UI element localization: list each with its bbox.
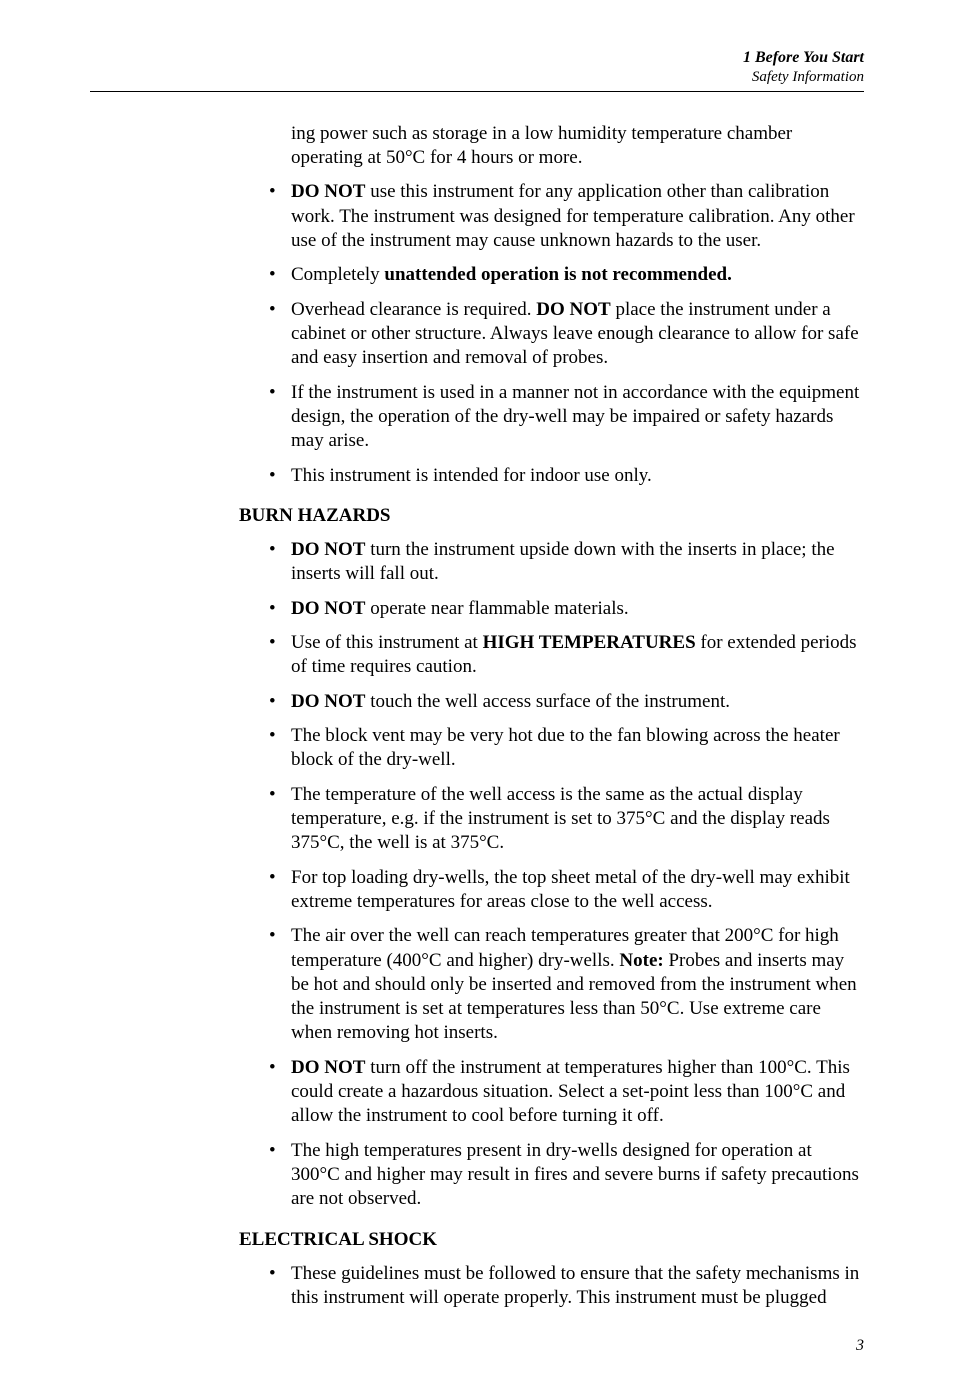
list-item: This instrument is intended for indoor u… — [265, 464, 864, 488]
list-item: Completely unattended operation is not r… — [265, 263, 864, 287]
list-item: The high temperatures present in dry-wel… — [265, 1139, 864, 1212]
list-item-text: DO NOT touch the well access surface of … — [291, 691, 730, 712]
body-content: ing power such as storage in a low humid… — [90, 122, 864, 1311]
list-item-text: The block vent may be very hot due to th… — [291, 725, 840, 770]
list-item-text: Use of this instrument at HIGH TEMPERATU… — [291, 632, 857, 677]
list-item-text: For top loading dry-wells, the top sheet… — [291, 867, 850, 912]
running-head-chapter: 1 Before You Start — [90, 48, 864, 68]
list-item: DO NOT turn off the instrument at temper… — [265, 1056, 864, 1129]
list-item-text: ing power such as storage in a low humid… — [291, 123, 792, 168]
list-item: The block vent may be very hot due to th… — [265, 724, 864, 773]
running-head-section: Safety Information — [90, 68, 864, 87]
list-item: If the instrument is used in a manner no… — [265, 381, 864, 454]
list-item-text: DO NOT turn off the instrument at temper… — [291, 1057, 850, 1127]
burn-hazards-heading: BURN HAZARDS — [239, 504, 864, 528]
list-item-text: Completely unattended operation is not r… — [291, 264, 732, 285]
general-list: ing power such as storage in a low humid… — [265, 122, 864, 488]
list-item-text: DO NOT use this instrument for any appli… — [291, 181, 855, 251]
burn-list: DO NOT turn the instrument upside down w… — [265, 538, 864, 1212]
list-item: DO NOT use this instrument for any appli… — [265, 180, 864, 253]
list-item: Overhead clearance is required. DO NOT p… — [265, 298, 864, 371]
list-item-text: DO NOT operate near flammable materials. — [291, 598, 629, 619]
list-item: DO NOT touch the well access surface of … — [265, 690, 864, 714]
list-item: DO NOT turn the instrument upside down w… — [265, 538, 864, 587]
running-head: 1 Before You Start Safety Information — [90, 48, 864, 92]
electrical-list: These guidelines must be followed to ens… — [265, 1262, 864, 1311]
page-number: 3 — [90, 1337, 864, 1355]
list-item-text: DO NOT turn the instrument upside down w… — [291, 539, 835, 584]
list-item-text: Overhead clearance is required. DO NOT p… — [291, 299, 859, 369]
list-item: These guidelines must be followed to ens… — [265, 1262, 864, 1311]
list-item: The temperature of the well access is th… — [265, 783, 864, 856]
list-item-text: The temperature of the well access is th… — [291, 784, 830, 854]
list-item: DO NOT operate near flammable materials. — [265, 597, 864, 621]
electrical-shock-heading: ELECTRICAL SHOCK — [239, 1228, 864, 1252]
list-item: ing power such as storage in a low humid… — [265, 122, 864, 171]
list-item: The air over the well can reach temperat… — [265, 924, 864, 1046]
list-item: For top loading dry-wells, the top sheet… — [265, 866, 864, 915]
list-item-text: The high temperatures present in dry-wel… — [291, 1140, 859, 1210]
list-item: Use of this instrument at HIGH TEMPERATU… — [265, 631, 864, 680]
page: 1 Before You Start Safety Information in… — [0, 0, 954, 1395]
list-item-text: The air over the well can reach temperat… — [291, 925, 857, 1043]
list-item-text: This instrument is intended for indoor u… — [291, 465, 652, 486]
list-item-text: If the instrument is used in a manner no… — [291, 382, 859, 452]
list-item-text: These guidelines must be followed to ens… — [291, 1263, 859, 1308]
